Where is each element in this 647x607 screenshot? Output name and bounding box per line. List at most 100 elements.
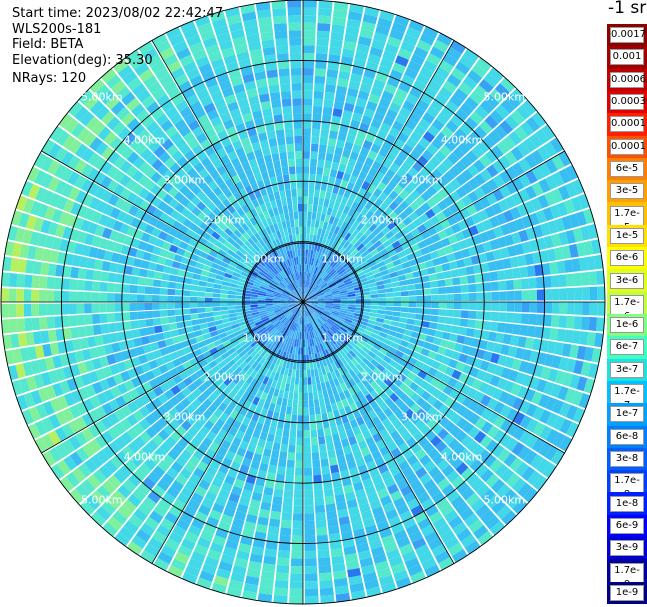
sector-cell	[201, 563, 217, 575]
sector-cell	[107, 272, 117, 283]
sector-cell	[345, 491, 356, 502]
sector-cell	[297, 422, 303, 431]
sector-cell	[284, 413, 292, 423]
sector-cell	[304, 596, 319, 604]
sector-cell	[483, 282, 492, 292]
sector-cell	[282, 174, 290, 183]
sector-cell	[288, 158, 296, 167]
sector-cell	[377, 289, 386, 294]
sector-cell	[379, 359, 389, 369]
sector-cell	[485, 341, 496, 352]
sector-cell	[156, 478, 170, 492]
sector-cell	[344, 380, 353, 390]
sector-cell	[514, 347, 525, 360]
sector-cell	[358, 323, 367, 330]
sector-cell	[131, 535, 147, 549]
sector-cell	[517, 482, 532, 498]
sector-cell	[478, 339, 488, 350]
sector-cell	[329, 315, 337, 321]
sector-cell	[99, 292, 107, 302]
sector-cell	[554, 370, 566, 385]
sector-cell	[504, 323, 514, 334]
colorbar-cell: 6e-6	[607, 247, 647, 270]
sector-cell	[16, 303, 25, 318]
sector-cell	[341, 477, 352, 487]
sector-cell	[324, 160, 332, 169]
sector-cell	[228, 371, 238, 381]
ring-label: 3.00km	[401, 173, 443, 186]
sector-cell	[384, 387, 394, 397]
sector-cell	[396, 536, 411, 549]
sector-cell	[278, 458, 287, 468]
sector-cell	[257, 302, 266, 305]
sector-cell	[304, 475, 313, 484]
sector-cell	[279, 451, 288, 460]
sector-cell	[84, 280, 93, 291]
sector-cell	[522, 349, 532, 362]
sector-cell	[317, 390, 324, 399]
sector-cell	[312, 467, 322, 476]
sector-cell	[164, 538, 180, 551]
colorbar-cell: 1e-6	[607, 314, 647, 337]
sector-cell	[297, 415, 303, 423]
sector-cell	[461, 302, 470, 310]
sector-cell	[339, 326, 348, 333]
sector-cell	[380, 470, 393, 481]
sector-cell	[377, 335, 386, 343]
sector-cell	[399, 317, 408, 324]
sector-cell	[257, 438, 266, 448]
colorbar-cell: 1.7e-6	[607, 291, 647, 325]
sector-cell	[303, 384, 308, 393]
sector-cell	[392, 286, 401, 292]
sector-cell	[357, 439, 368, 450]
sector-cell	[513, 313, 522, 324]
sector-cell	[303, 400, 309, 408]
sector-cell	[220, 289, 229, 295]
sector-cell	[389, 325, 398, 332]
sector-cell	[468, 292, 477, 301]
sector-cell	[235, 291, 244, 296]
sector-cell	[252, 453, 262, 463]
sector-cell	[193, 467, 205, 479]
sector-cell	[219, 302, 228, 307]
sector-cell	[294, 384, 299, 393]
sector-cell	[459, 276, 469, 285]
sector-cell	[378, 297, 387, 302]
sector-cell	[192, 324, 201, 332]
sector-cell	[353, 332, 362, 339]
sector-cell	[410, 504, 424, 517]
sector-cell	[337, 315, 346, 321]
sector-cell	[303, 324, 305, 333]
sector-cell	[376, 363, 386, 373]
sector-cell	[385, 297, 394, 302]
sector-cell	[390, 320, 400, 327]
sector-cell	[24, 317, 33, 332]
sector-cell	[179, 511, 194, 524]
sector-cell	[431, 491, 446, 504]
sector-cell	[331, 161, 340, 171]
sector-cell	[445, 309, 454, 317]
sector-cell	[333, 300, 341, 302]
colorbar-cell: 1e-5	[607, 224, 647, 248]
sector-cell	[359, 557, 374, 568]
colorbar-tick-label: 3e-6	[610, 272, 644, 289]
sector-cell	[212, 387, 223, 398]
sector-cell	[431, 388, 443, 399]
sector-cell	[328, 525, 340, 535]
sector-cell	[152, 317, 162, 326]
sector-cell	[183, 505, 197, 518]
sector-cell	[311, 128, 321, 137]
sector-cell	[234, 366, 243, 375]
sector-cell	[473, 329, 482, 339]
sector-cell	[220, 553, 235, 565]
sector-cell	[326, 372, 333, 381]
sector-cell	[326, 388, 334, 397]
sector-cell	[174, 296, 183, 302]
sector-cell	[212, 288, 221, 294]
sector-cell	[197, 302, 205, 308]
sector-cell	[137, 319, 147, 328]
sector-cell	[310, 303, 318, 306]
sector-cell	[303, 452, 312, 461]
sector-cell	[381, 418, 392, 429]
sector-cell	[398, 382, 409, 393]
